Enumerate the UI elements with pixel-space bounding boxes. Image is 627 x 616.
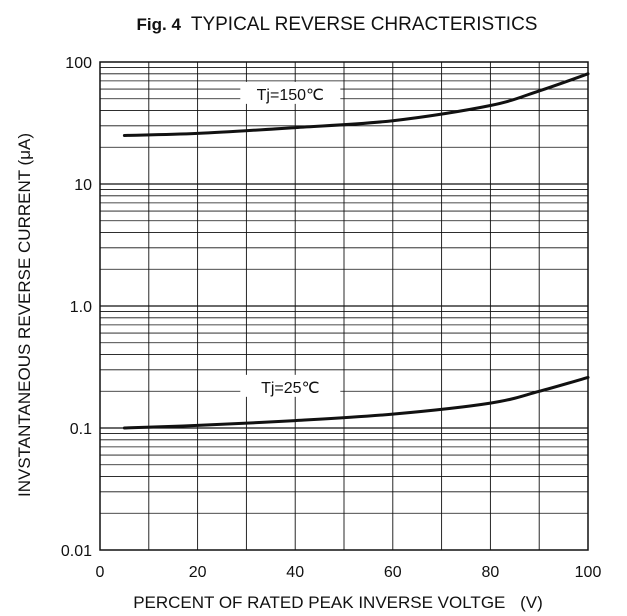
x-axis-label: PERCENT OF RATED PEAK INVERSE VOLTGE (V) (133, 593, 543, 612)
y-tick-label: 10 (74, 177, 92, 194)
x-tick-label: 100 (575, 564, 602, 581)
x-tick-label: 60 (384, 564, 402, 581)
x-tick-label: 80 (482, 564, 500, 581)
x-tick-label: 40 (286, 564, 304, 581)
series-label: Tj=150℃ (257, 87, 324, 104)
chart-title-prefix: Fig. 4 (137, 15, 182, 34)
x-axis-unit: (V) (520, 593, 543, 612)
grid-lines (100, 62, 588, 550)
chart-title: Fig. 4 TYPICAL REVERSE CHRACTERISTICS (137, 14, 538, 35)
x-tick-label: 0 (96, 564, 105, 581)
series-label-bg (240, 374, 341, 397)
series-layer: Tj=150℃ Tj=25℃ (122, 72, 590, 430)
x-tick-label: 20 (189, 564, 207, 581)
y-tick-label: 0.01 (61, 543, 92, 560)
series-label-bg (240, 81, 341, 104)
plot-frame (99, 61, 589, 551)
series-label: Tj=25℃ (261, 380, 319, 397)
y-tick-label: 1.0 (70, 299, 92, 316)
y-tick-label: 0.1 (70, 421, 92, 438)
series-line-0 (122, 72, 590, 137)
chart-title-text: TYPICAL REVERSE CHRACTERISTICS (191, 14, 538, 35)
y-tick-label: 100 (65, 55, 92, 72)
y-axis-label: INVSTANTANEOUS REVERSE CURRENT (μA) (15, 133, 34, 497)
x-axis-ticks: 0 20 40 60 80 100 (96, 564, 602, 581)
y-axis-ticks: 0.01 0.1 1.0 10 100 (61, 55, 92, 560)
x-axis-label-text: PERCENT OF RATED PEAK INVERSE VOLTGE (133, 593, 505, 612)
series-line-1 (122, 375, 590, 430)
